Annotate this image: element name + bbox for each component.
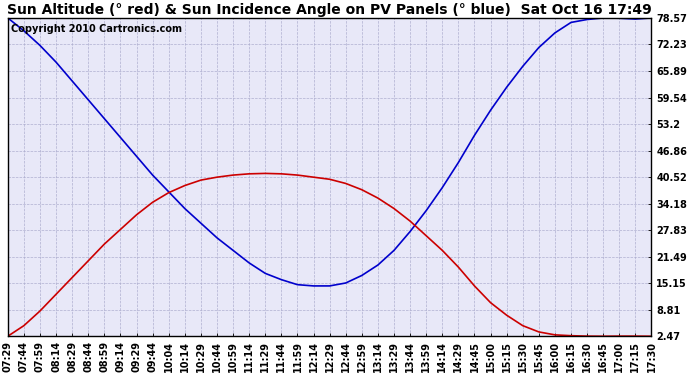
Title: Sun Altitude (° red) & Sun Incidence Angle on PV Panels (° blue)  Sat Oct 16 17:: Sun Altitude (° red) & Sun Incidence Ang… [8, 3, 652, 17]
Text: Copyright 2010 Cartronics.com: Copyright 2010 Cartronics.com [11, 24, 182, 34]
